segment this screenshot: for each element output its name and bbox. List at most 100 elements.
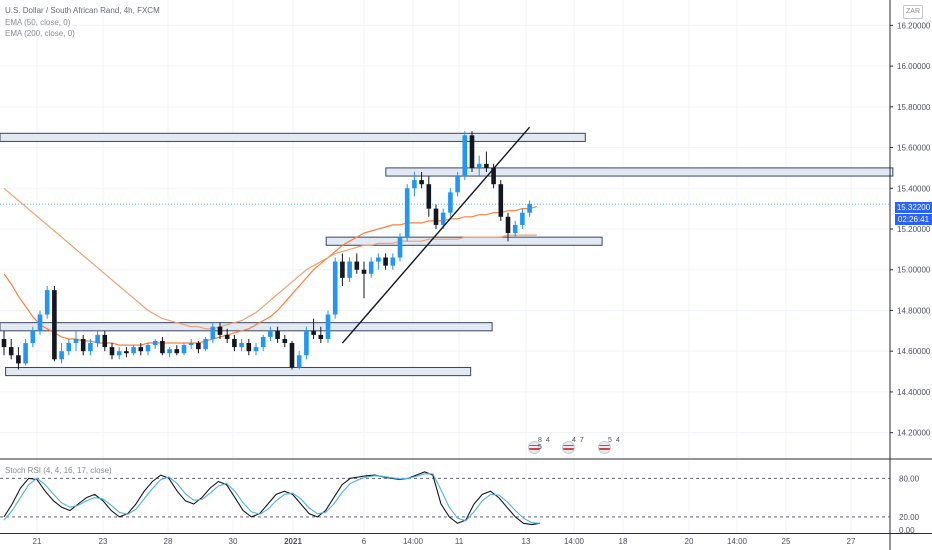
candle xyxy=(268,326,273,341)
time-tick-label: 14:00 xyxy=(564,537,585,546)
time-tick-label: 21 xyxy=(33,537,42,546)
candle-body xyxy=(95,334,100,344)
candle xyxy=(131,345,136,356)
candle-body xyxy=(239,343,244,348)
trendline[interactable] xyxy=(341,126,531,344)
ema50-line xyxy=(3,206,537,346)
candle xyxy=(332,257,338,319)
candle xyxy=(8,338,14,360)
stoch-tick-label: 80.00 xyxy=(899,474,920,483)
candle-body xyxy=(469,135,475,168)
candle xyxy=(448,188,453,217)
candle-body xyxy=(102,334,108,348)
candle xyxy=(404,184,410,242)
price-tick-label: 15.40000 xyxy=(897,184,931,193)
candle xyxy=(37,310,43,335)
price-tick-label: 14.80000 xyxy=(897,306,931,315)
ema50-legend: EMA (50, close, 0) xyxy=(5,18,71,27)
candle-body xyxy=(412,180,417,189)
symbol-title: U.S. Dollar / South African Rand, 4h, FX… xyxy=(5,6,160,15)
currency-badge[interactable]: ZAR xyxy=(903,5,923,19)
candle xyxy=(217,322,223,339)
candle-body xyxy=(361,269,367,274)
economic-event-1[interactable]: 8 4 5 xyxy=(528,437,552,455)
time-tick-label: 14:00 xyxy=(403,537,424,546)
time-tick-label: 23 xyxy=(99,537,108,546)
candle xyxy=(368,257,374,278)
candle-body xyxy=(275,330,280,339)
candle-body xyxy=(462,135,468,177)
candle-body xyxy=(296,355,302,368)
time-tick-label: 25 xyxy=(782,537,791,546)
candle-body xyxy=(484,163,489,168)
candle xyxy=(253,343,259,356)
price-tick-label: 16.20000 xyxy=(897,21,931,30)
candle-body xyxy=(167,349,172,354)
candle xyxy=(80,334,86,356)
candle-body xyxy=(253,347,259,352)
candle-body xyxy=(505,216,511,234)
candle xyxy=(174,345,180,356)
sr-zone xyxy=(5,366,472,377)
candle-body xyxy=(289,343,295,368)
candle xyxy=(260,334,266,352)
time-tick-label: 13 xyxy=(522,537,531,546)
candle-body xyxy=(224,334,230,339)
candle-body xyxy=(368,261,374,274)
candle xyxy=(484,151,489,172)
sr-zone xyxy=(385,167,894,177)
candle xyxy=(246,338,252,356)
candle xyxy=(145,343,151,356)
time-tick-label: 30 xyxy=(229,537,238,546)
ema200-legend: EMA (200, close, 0) xyxy=(5,29,75,38)
price-tick-label: 14.60000 xyxy=(897,347,931,356)
price-tick-label: 16.00000 xyxy=(897,62,931,71)
time-tick-label: 27 xyxy=(847,537,856,546)
candle xyxy=(296,351,302,370)
candle-body xyxy=(397,237,403,258)
stoch-tick-label: 0.00 xyxy=(899,526,915,535)
candle-body xyxy=(340,261,345,278)
candle-body xyxy=(260,336,266,348)
candle-body xyxy=(145,345,151,352)
candle-body xyxy=(318,334,324,339)
time-tick-label: 2021 xyxy=(284,537,302,546)
candle xyxy=(361,261,367,299)
price-tick-label: 15.20000 xyxy=(897,225,931,234)
candle-body xyxy=(527,204,532,213)
price-tick-label: 14.40000 xyxy=(897,388,931,397)
candle-body xyxy=(491,167,496,185)
candle xyxy=(23,338,28,366)
stoch-rsi-legend: Stoch RSI (4, 4, 16, 17, close) xyxy=(5,466,112,475)
candle-body xyxy=(390,257,396,266)
candle-body xyxy=(268,330,273,337)
economic-event-3[interactable]: 5 4 xyxy=(598,437,622,455)
time-tick-label: 18 xyxy=(619,537,628,546)
economic-event-2[interactable]: 4 7 xyxy=(562,437,586,455)
candle-body xyxy=(23,343,28,364)
candle xyxy=(1,330,7,356)
candle-body xyxy=(455,176,460,193)
candle-body xyxy=(383,257,388,266)
candle xyxy=(318,326,324,344)
stoch-tick-label: 20.00 xyxy=(899,513,920,522)
price-tick-label: 15.00000 xyxy=(897,266,931,275)
candle-body xyxy=(404,188,410,238)
us-flag-icon xyxy=(562,441,575,454)
candle xyxy=(390,253,396,270)
candle xyxy=(160,336,165,356)
price-tick-label: 14.20000 xyxy=(897,429,931,438)
candle xyxy=(347,257,352,282)
candle xyxy=(203,336,208,352)
candle-body xyxy=(440,212,446,225)
support-resistance-zones[interactable] xyxy=(0,132,894,377)
candle-body xyxy=(124,351,129,354)
candle xyxy=(505,212,511,242)
candle xyxy=(239,338,244,352)
candle xyxy=(289,341,295,370)
time-tick-label: 6 xyxy=(362,537,367,546)
candle-body xyxy=(433,208,439,225)
candle-body xyxy=(210,326,216,339)
